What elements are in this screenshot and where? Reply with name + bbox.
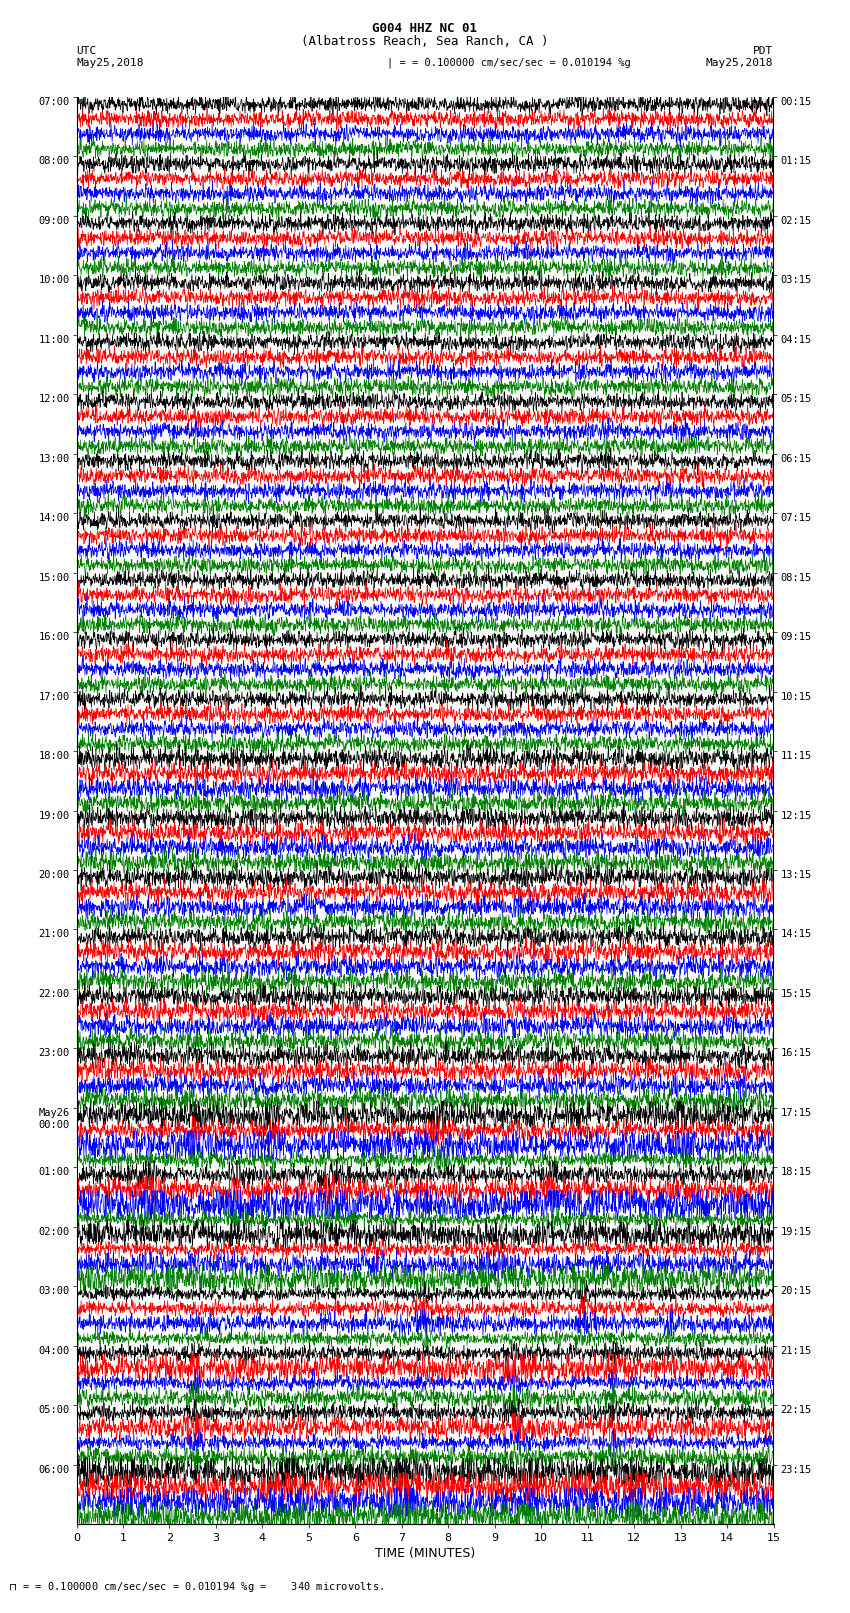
Text: (Albatross Reach, Sea Ranch, CA ): (Albatross Reach, Sea Ranch, CA )	[301, 35, 549, 48]
Text: May25,2018: May25,2018	[76, 58, 144, 68]
Text: $\sqcap$ = = 0.100000 cm/sec/sec = 0.010194 %g =    340 microvolts.: $\sqcap$ = = 0.100000 cm/sec/sec = 0.010…	[8, 1579, 385, 1594]
Text: | = = 0.100000 cm/sec/sec = 0.010194 %g: | = = 0.100000 cm/sec/sec = 0.010194 %g	[387, 56, 631, 68]
Text: May25,2018: May25,2018	[706, 58, 774, 68]
Text: UTC: UTC	[76, 47, 97, 56]
Text: PDT: PDT	[753, 47, 774, 56]
X-axis label: TIME (MINUTES): TIME (MINUTES)	[375, 1547, 475, 1560]
Text: G004 HHZ NC 01: G004 HHZ NC 01	[372, 21, 478, 35]
